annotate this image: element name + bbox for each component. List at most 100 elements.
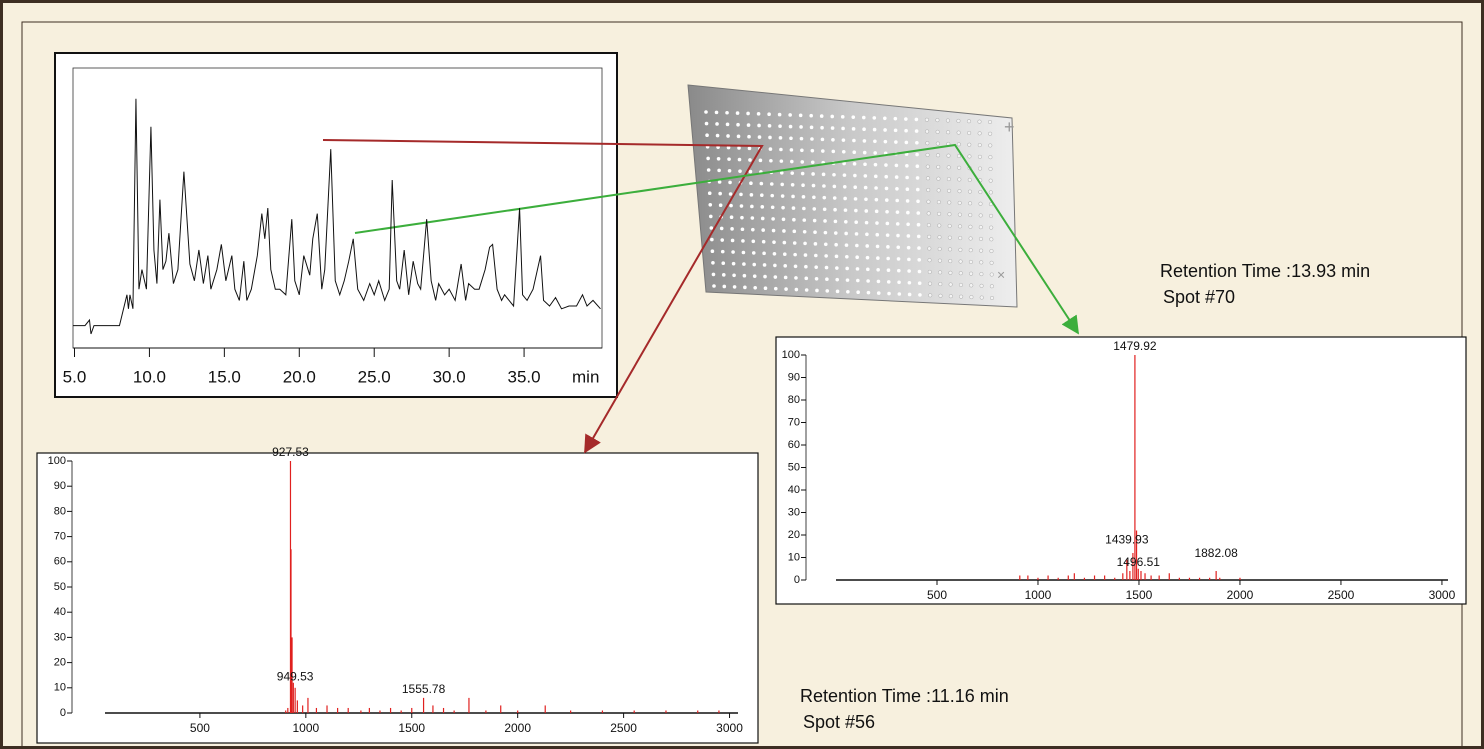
plate-spot — [752, 262, 757, 267]
plate-spot — [725, 122, 730, 127]
plate-spot — [883, 128, 887, 132]
plate-spot — [710, 237, 714, 242]
plate-spot — [792, 217, 796, 222]
plate-spot — [811, 183, 816, 188]
peak-label: 949.53 — [277, 669, 314, 683]
plate-spot — [946, 177, 951, 182]
plate-spot — [883, 139, 888, 144]
plate-spot — [915, 164, 920, 169]
plate-spot — [916, 222, 921, 227]
plate-spot — [945, 118, 950, 123]
y-tick-label: 0 — [60, 707, 66, 719]
plate-spot — [821, 149, 825, 153]
plate-spot — [876, 279, 881, 284]
plate-spot — [938, 282, 943, 287]
plate-spot — [938, 293, 943, 298]
plate-spot — [977, 154, 982, 159]
plate-spot — [820, 137, 825, 142]
plate-spot — [863, 162, 867, 167]
plate-spot — [810, 137, 814, 141]
plate-spot — [916, 199, 920, 204]
plate-spot — [844, 231, 848, 236]
plate-spot — [706, 168, 711, 172]
plate-spot — [853, 197, 858, 201]
plate-spot — [851, 115, 856, 119]
plate-spot — [822, 207, 827, 212]
plate-spot — [948, 282, 953, 287]
plate-spot — [783, 264, 788, 268]
plate-spot — [811, 172, 815, 176]
plate-spot — [897, 268, 901, 273]
plate-spot — [773, 275, 778, 279]
plate-spot — [835, 289, 840, 294]
plate-spot — [925, 129, 930, 134]
plate-spot — [914, 117, 919, 122]
plate-spot — [883, 116, 887, 121]
plate-spot — [742, 273, 747, 278]
plate-spot — [979, 272, 984, 277]
plate-spot — [885, 233, 890, 237]
plate-spot — [956, 118, 961, 123]
plate-spot — [852, 138, 856, 143]
plate-spot — [977, 143, 982, 148]
spectrum-frame — [775, 336, 1467, 605]
plate-spot — [840, 115, 845, 119]
plate-spot — [792, 229, 797, 234]
plate-spot — [737, 157, 742, 162]
plate-spot — [893, 128, 898, 133]
caption: Spot #56 — [803, 712, 875, 732]
plate-spot — [968, 236, 973, 241]
plate-spot — [876, 256, 880, 260]
plate-spot — [779, 170, 784, 175]
x-tick-label: 5.0 — [63, 367, 87, 386]
plate-spot — [740, 227, 745, 232]
plate-spot — [812, 195, 816, 200]
plate-spot — [823, 219, 827, 223]
x-tick-label: 10.0 — [133, 367, 166, 386]
plate-spot — [886, 256, 890, 261]
plate-spot — [875, 221, 879, 225]
plate-spot — [846, 289, 850, 294]
plate-spot — [925, 176, 931, 181]
plate-spot — [814, 253, 818, 258]
plate-spot — [866, 290, 871, 295]
plate-spot — [814, 276, 819, 281]
plate-spot — [865, 232, 869, 237]
plate-spot — [988, 178, 993, 183]
plate-spot — [845, 254, 849, 259]
plate-spot — [762, 251, 766, 256]
plate-spot — [854, 208, 858, 213]
plate-spot — [926, 199, 931, 204]
plate-spot — [937, 246, 942, 251]
plate-spot — [988, 155, 993, 160]
y-tick-label: 80 — [788, 394, 800, 406]
plate-spot — [711, 272, 716, 277]
plate-spot — [732, 273, 736, 278]
x-tick-label: 500 — [190, 721, 210, 735]
plate-spot — [967, 177, 972, 182]
plate-spot — [916, 211, 921, 215]
plate-spot — [856, 278, 860, 283]
plate-spot — [782, 240, 787, 245]
plate-spot — [979, 260, 984, 265]
plate-spot — [762, 263, 767, 267]
plate-spot — [947, 235, 952, 240]
y-tick-label: 50 — [54, 581, 66, 593]
plate-spot — [927, 281, 933, 286]
plate-spot — [937, 235, 942, 240]
x-tick-label: 3000 — [716, 721, 743, 735]
plate-spot — [793, 252, 797, 257]
plate-spot — [874, 197, 879, 202]
y-tick-label: 0 — [794, 574, 800, 586]
plate-spot — [884, 174, 889, 179]
plate-spot — [780, 182, 785, 187]
plate-spot — [865, 255, 870, 260]
x-tick-label: 1500 — [1126, 588, 1153, 602]
plate-spot — [872, 116, 877, 120]
plate-spot — [749, 181, 753, 185]
plate-spot — [715, 133, 720, 138]
plate-spot — [735, 111, 740, 115]
plate-spot — [968, 201, 973, 206]
plate-spot — [803, 241, 807, 246]
plate-spot — [789, 136, 793, 141]
